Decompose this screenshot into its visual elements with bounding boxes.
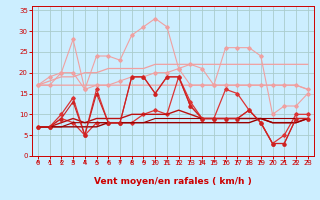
X-axis label: Vent moyen/en rafales ( km/h ): Vent moyen/en rafales ( km/h ) [94,177,252,186]
